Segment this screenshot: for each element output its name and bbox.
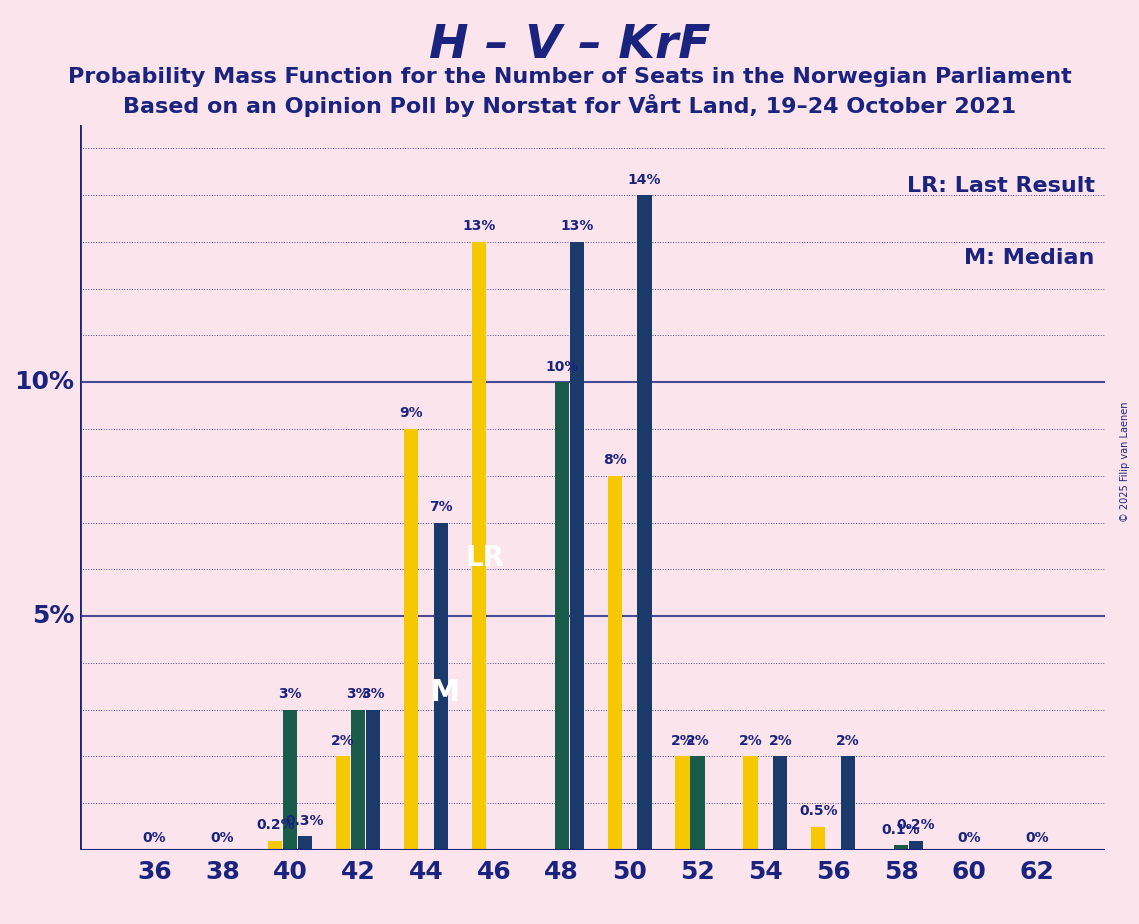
Bar xyxy=(675,757,690,850)
Text: LR: Last Result: LR: Last Result xyxy=(907,176,1095,196)
Bar xyxy=(351,710,366,850)
Text: 0.2%: 0.2% xyxy=(256,819,295,833)
Text: 10%: 10% xyxy=(546,359,579,373)
Text: 10%: 10% xyxy=(15,371,75,395)
Bar xyxy=(690,757,705,850)
Text: 8%: 8% xyxy=(603,454,626,468)
Bar xyxy=(298,836,312,850)
Text: 0%: 0% xyxy=(1025,832,1049,845)
Text: 3%: 3% xyxy=(346,687,370,701)
Text: 7%: 7% xyxy=(429,500,452,514)
Text: 13%: 13% xyxy=(560,219,593,233)
Text: Probability Mass Function for the Number of Seats in the Norwegian Parliament: Probability Mass Function for the Number… xyxy=(67,67,1072,87)
Bar xyxy=(336,757,351,850)
Bar xyxy=(404,429,418,850)
Text: M: M xyxy=(429,678,459,708)
Text: 5%: 5% xyxy=(32,604,75,628)
Text: 9%: 9% xyxy=(399,407,423,420)
Bar xyxy=(841,757,855,850)
Bar xyxy=(773,757,787,850)
Text: LR: LR xyxy=(466,544,505,572)
Text: 0.2%: 0.2% xyxy=(896,819,935,833)
Bar xyxy=(811,827,826,850)
Bar xyxy=(434,522,448,850)
Text: 2%: 2% xyxy=(836,734,860,748)
Text: 0%: 0% xyxy=(211,832,235,845)
Text: 0.5%: 0.5% xyxy=(800,804,837,819)
Bar xyxy=(894,845,908,850)
Bar xyxy=(909,841,924,850)
Text: 3%: 3% xyxy=(278,687,302,701)
Text: 3%: 3% xyxy=(361,687,385,701)
Text: 14%: 14% xyxy=(628,173,662,187)
Text: 0%: 0% xyxy=(142,832,166,845)
Text: 0.3%: 0.3% xyxy=(286,814,325,828)
Text: M: Median: M: Median xyxy=(965,248,1095,268)
Bar xyxy=(744,757,757,850)
Text: 13%: 13% xyxy=(462,219,495,233)
Text: 2%: 2% xyxy=(769,734,793,748)
Bar xyxy=(472,242,486,850)
Text: H – V – KrF: H – V – KrF xyxy=(428,23,711,68)
Text: 2%: 2% xyxy=(686,734,710,748)
Text: 2%: 2% xyxy=(671,734,695,748)
Bar xyxy=(638,195,652,850)
Bar xyxy=(570,242,584,850)
Bar xyxy=(366,710,380,850)
Bar xyxy=(268,841,282,850)
Text: 0%: 0% xyxy=(957,832,981,845)
Text: © 2025 Filip van Laenen: © 2025 Filip van Laenen xyxy=(1121,402,1130,522)
Bar xyxy=(607,476,622,850)
Text: 2%: 2% xyxy=(738,734,762,748)
Text: 2%: 2% xyxy=(331,734,355,748)
Text: 0.1%: 0.1% xyxy=(882,823,920,837)
Text: Based on an Opinion Poll by Norstat for Vårt Land, 19–24 October 2021: Based on an Opinion Poll by Norstat for … xyxy=(123,94,1016,117)
Bar xyxy=(555,383,568,850)
Bar xyxy=(284,710,297,850)
